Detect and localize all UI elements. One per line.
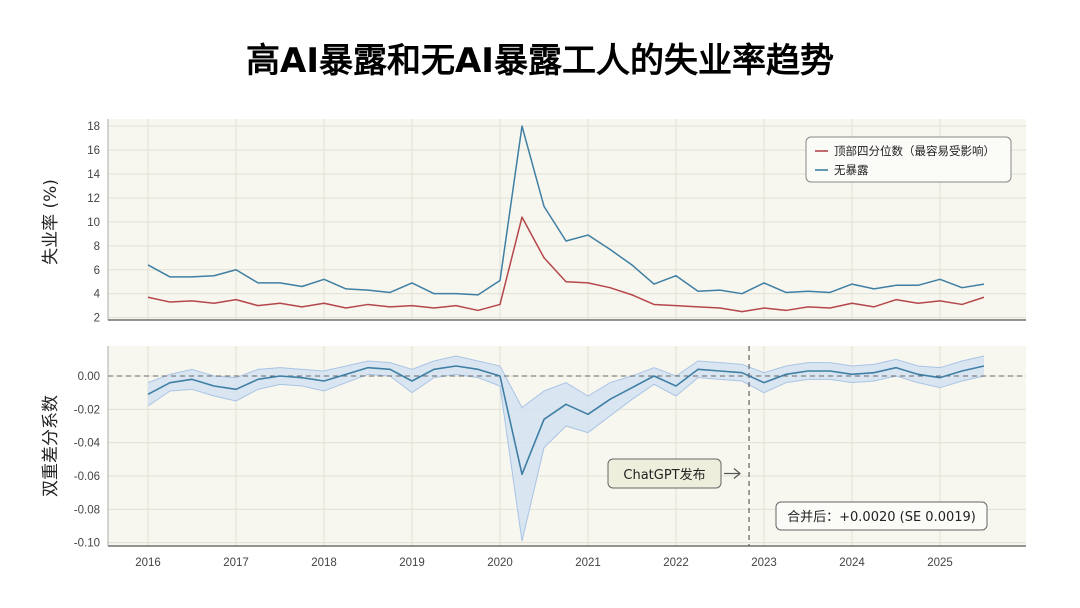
legend-label-no-exposure: 无暴露 xyxy=(834,163,869,177)
top-y-tick-label: 10 xyxy=(87,217,100,229)
bottom-series-line xyxy=(147,365,985,476)
event-annotation: ChatGPT发布 xyxy=(607,458,741,489)
legend-label-top-quartile: 顶部四分位数（最容易受影响） xyxy=(834,144,995,158)
bottom-y-ticks: 0.00 -0.02 -0.04 -0.06 -0.08 -0.10 xyxy=(74,371,101,550)
series-line-top-quartile xyxy=(147,216,985,313)
top-y-tick-label: 8 xyxy=(94,241,100,253)
confidence-band xyxy=(147,355,985,542)
did-coefficient-line xyxy=(147,365,985,476)
top-y-tick-label: 6 xyxy=(94,265,100,277)
x-tick-label: 2024 xyxy=(839,557,865,569)
x-tick-label: 2016 xyxy=(135,557,161,569)
top-y-axis-label: 失业率 (%) xyxy=(41,179,61,265)
series-line-no-exposure xyxy=(147,125,985,296)
bottom-y-tick-label: -0.10 xyxy=(74,538,100,550)
bottom-y-tick-label: -0.08 xyxy=(74,504,100,516)
top-y-ticks: 2 4 6 8 10 12 14 16 18 xyxy=(87,121,100,324)
event-arrow-head xyxy=(733,468,741,479)
pooled-note-text: 合并后：+0.0020 (SE 0.0019) xyxy=(787,510,976,525)
top-y-tick-label: 18 xyxy=(87,121,100,133)
top-y-tick-label: 16 xyxy=(87,145,100,157)
chart-title: 高AI暴露和无AI暴露工人的失业率趋势 xyxy=(246,41,834,81)
bottom-y-tick-label: -0.06 xyxy=(74,471,100,483)
confidence-band-lower-edge xyxy=(147,373,985,542)
top-series-lines xyxy=(147,125,985,313)
confidence-band-upper-edge xyxy=(147,355,985,409)
top-y-tick-label: 2 xyxy=(94,313,100,325)
legend-box xyxy=(805,136,1012,183)
x-tick-label: 2021 xyxy=(575,557,601,569)
x-tick-label: 2018 xyxy=(311,557,337,569)
x-tick-label: 2020 xyxy=(487,557,513,569)
confidence-band-area xyxy=(148,356,984,541)
x-tick-label: 2022 xyxy=(663,557,689,569)
x-tick-label: 2025 xyxy=(927,557,953,569)
bottom-y-tick-label: 0.00 xyxy=(78,371,100,383)
top-y-tick-label: 4 xyxy=(94,289,101,301)
bottom-y-tick-label: -0.02 xyxy=(74,404,100,416)
x-ticks: 2016 2017 2018 2019 2020 2021 2022 2023 2024 2025 xyxy=(135,557,953,569)
top-y-tick-label: 14 xyxy=(87,169,100,181)
did-coefficient-panel: 0.00-0.02-0.04-0.06-0.08-0.10 2016 2017 20… xyxy=(41,346,1026,569)
event-annotation-box xyxy=(607,458,722,489)
pooled-estimate-note: 合并后：+0.0020 (SE 0.0019) xyxy=(775,501,988,531)
top-y-tick-label: 12 xyxy=(87,193,100,205)
unemployment-panel: 2 4 6 8 10 12 14 16 18 失业率 (%) 顶部四分位数（最容易受影响） 无暴… xyxy=(41,119,1026,325)
x-tick-label: 2023 xyxy=(751,557,777,569)
bottom-y-tick-label: -0.04 xyxy=(74,438,101,450)
pooled-note-box xyxy=(775,501,988,531)
top-gridlines xyxy=(108,119,1026,320)
event-annotation-label: ChatGPT发布 xyxy=(623,467,705,483)
legend: 顶部四分位数（最容易受影响） 无暴露 xyxy=(805,136,1012,183)
x-tick-label: 2019 xyxy=(399,557,425,569)
bottom-y-axis-label: 双重差分系数 xyxy=(41,395,61,497)
x-tick-label: 2017 xyxy=(223,557,249,569)
